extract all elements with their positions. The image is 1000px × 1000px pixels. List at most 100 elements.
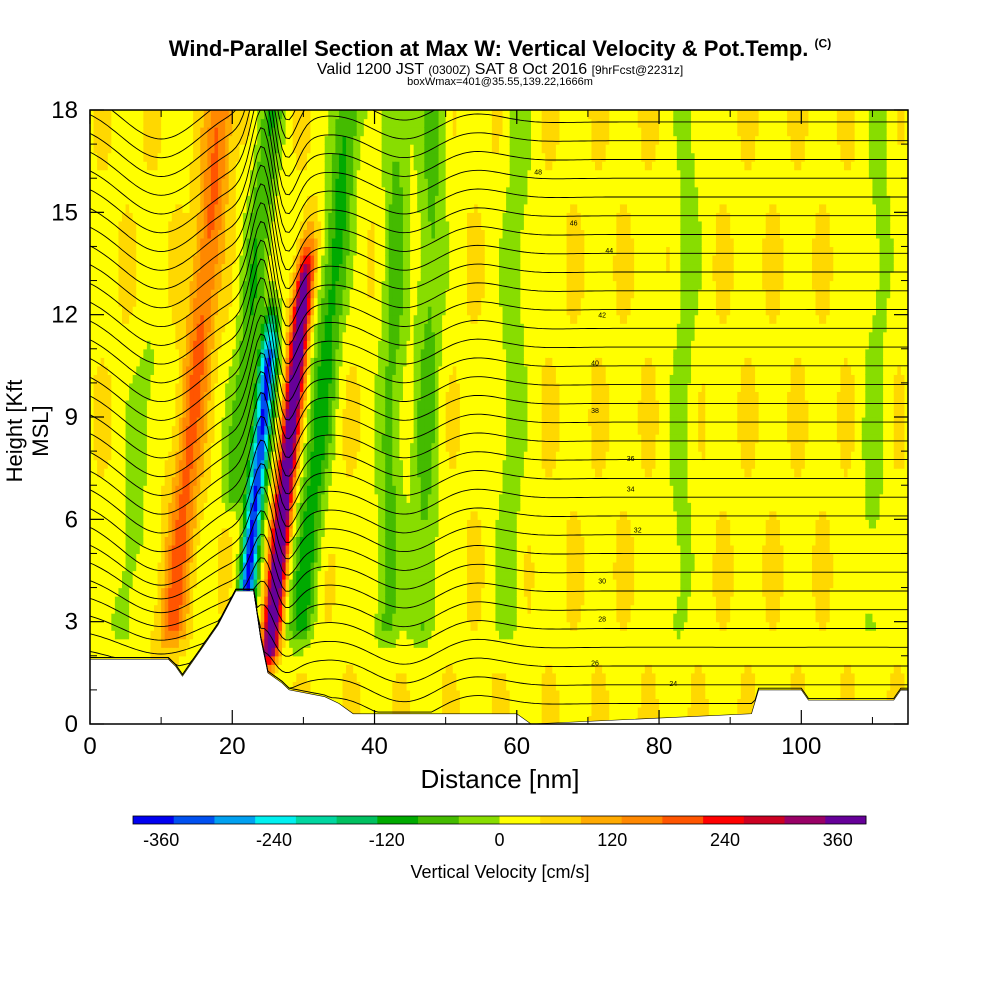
velocity-cell — [292, 365, 297, 375]
velocity-cell — [246, 127, 251, 137]
velocity-cell — [97, 289, 102, 299]
velocity-cell — [246, 468, 251, 478]
velocity-cell — [210, 519, 216, 529]
velocity-cell — [331, 681, 336, 691]
velocity-cell — [310, 306, 315, 316]
velocity-cell — [178, 476, 184, 486]
velocity-cell — [303, 630, 308, 640]
subtitle-date: SAT 8 Oct 2016 — [474, 61, 588, 78]
velocity-cell — [257, 348, 262, 358]
velocity-cell — [186, 212, 191, 222]
velocity-cell — [114, 442, 120, 452]
velocity-cell — [107, 485, 112, 495]
velocity-cell — [114, 323, 120, 333]
velocity-cell — [178, 382, 184, 393]
velocity-cell — [129, 468, 134, 478]
velocity-cell — [118, 425, 123, 435]
velocity-cell — [207, 561, 212, 572]
chart-subtitle: Valid 1200 JST (0300Z) SAT 8 Oct 2016 [9… — [0, 61, 1000, 79]
velocity-cell — [196, 323, 201, 333]
velocity-cell — [161, 596, 166, 606]
velocity-cell — [111, 502, 116, 512]
velocity-cell — [90, 263, 95, 273]
velocity-cell — [207, 442, 212, 452]
velocity-cell — [331, 510, 336, 520]
velocity-cell — [210, 212, 216, 222]
velocity-cell — [278, 604, 283, 614]
velocity-cell — [253, 357, 258, 367]
velocity-cell — [146, 212, 152, 222]
velocity-cell — [139, 280, 144, 290]
velocity-cell — [235, 144, 240, 154]
velocity-cell — [324, 365, 329, 375]
velocity-cell — [246, 306, 251, 316]
velocity-cell — [242, 434, 248, 444]
velocity-cell — [271, 144, 276, 154]
velocity-cell — [193, 152, 198, 162]
velocity-cell — [331, 630, 336, 640]
velocity-cell — [189, 451, 194, 461]
velocity-cell — [210, 348, 216, 358]
velocity-cell — [97, 297, 102, 307]
velocity-cell — [260, 169, 265, 179]
velocity-cell — [136, 254, 141, 265]
velocity-cell — [310, 391, 315, 401]
velocity-cell — [111, 365, 116, 375]
velocity-cell — [114, 280, 120, 290]
velocity-cell — [118, 604, 123, 614]
velocity-cell — [306, 638, 312, 648]
velocity-cell — [250, 314, 255, 324]
velocity-cell — [104, 459, 109, 469]
velocity-cell — [282, 672, 287, 682]
velocity-cell — [186, 382, 191, 393]
velocity-cell — [218, 135, 223, 145]
velocity-cell — [193, 485, 198, 495]
velocity-cell — [274, 664, 280, 674]
velocity-cell — [253, 314, 258, 324]
velocity-cell — [118, 536, 123, 546]
velocity-cell — [114, 272, 120, 282]
velocity-cell — [218, 544, 223, 555]
velocity-cell — [182, 510, 187, 520]
velocity-cell — [282, 510, 287, 520]
velocity-cell — [182, 357, 187, 367]
velocity-cell — [331, 246, 336, 256]
velocity-cell — [250, 374, 255, 384]
velocity-cell — [207, 553, 212, 563]
velocity-cell — [182, 604, 187, 614]
velocity-cell — [310, 510, 315, 520]
velocity-cell — [331, 118, 336, 128]
velocity-cell — [324, 425, 329, 435]
velocity-cell — [257, 596, 262, 606]
velocity-cell — [285, 647, 290, 657]
velocity-cell — [296, 485, 301, 495]
velocity-cell — [175, 297, 180, 307]
velocity-cell — [150, 502, 155, 512]
velocity-cell — [239, 579, 244, 589]
velocity-cell — [97, 399, 102, 410]
velocity-cell — [292, 323, 297, 333]
velocity-cell — [282, 399, 287, 410]
velocity-cell — [168, 570, 173, 580]
velocity-cell — [239, 374, 244, 384]
velocity-cell — [250, 365, 255, 375]
velocity-cell — [203, 374, 208, 384]
velocity-cell — [164, 459, 169, 469]
velocity-cell — [310, 664, 315, 674]
velocity-cell — [139, 212, 144, 222]
velocity-cell — [104, 254, 109, 265]
velocity-cell — [107, 527, 112, 537]
velocity-cell — [274, 331, 280, 341]
velocity-cell — [97, 596, 102, 606]
velocity-cell — [228, 272, 233, 282]
velocity-cell — [214, 348, 219, 358]
velocity-cell — [218, 127, 223, 137]
velocity-cell — [203, 178, 208, 188]
velocity-cell — [203, 297, 208, 307]
velocity-cell — [278, 519, 283, 529]
velocity-cell — [200, 459, 205, 469]
velocity-cell — [164, 613, 169, 623]
velocity-cell — [235, 297, 240, 307]
velocity-cell — [232, 220, 237, 230]
velocity-cell — [93, 331, 98, 341]
